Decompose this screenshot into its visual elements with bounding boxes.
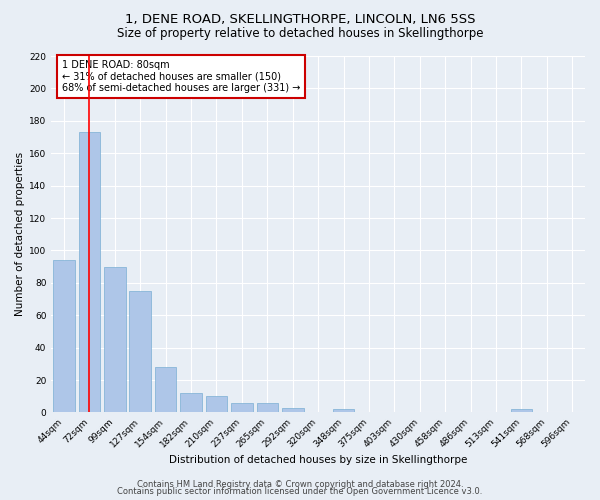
Text: Contains public sector information licensed under the Open Government Licence v3: Contains public sector information licen… (118, 487, 482, 496)
Bar (130, 291, 151, 412)
Bar (180, 393, 202, 412)
X-axis label: Distribution of detached houses by size in Skellingthorpe: Distribution of detached houses by size … (169, 455, 467, 465)
Text: Contains HM Land Registry data © Crown copyright and database right 2024.: Contains HM Land Registry data © Crown c… (137, 480, 463, 489)
Text: Size of property relative to detached houses in Skellingthorpe: Size of property relative to detached ho… (117, 28, 483, 40)
Bar (206, 396, 227, 412)
Bar (333, 410, 355, 412)
Bar (104, 266, 125, 412)
Bar (53, 260, 75, 412)
Bar (231, 403, 253, 412)
Y-axis label: Number of detached properties: Number of detached properties (15, 152, 25, 316)
Text: 1, DENE ROAD, SKELLINGTHORPE, LINCOLN, LN6 5SS: 1, DENE ROAD, SKELLINGTHORPE, LINCOLN, L… (125, 12, 475, 26)
Bar (257, 403, 278, 412)
Text: 1 DENE ROAD: 80sqm
← 31% of detached houses are smaller (150)
68% of semi-detach: 1 DENE ROAD: 80sqm ← 31% of detached hou… (62, 60, 301, 93)
Bar (155, 367, 176, 412)
Bar (282, 408, 304, 412)
Bar (511, 410, 532, 412)
Bar (79, 132, 100, 412)
